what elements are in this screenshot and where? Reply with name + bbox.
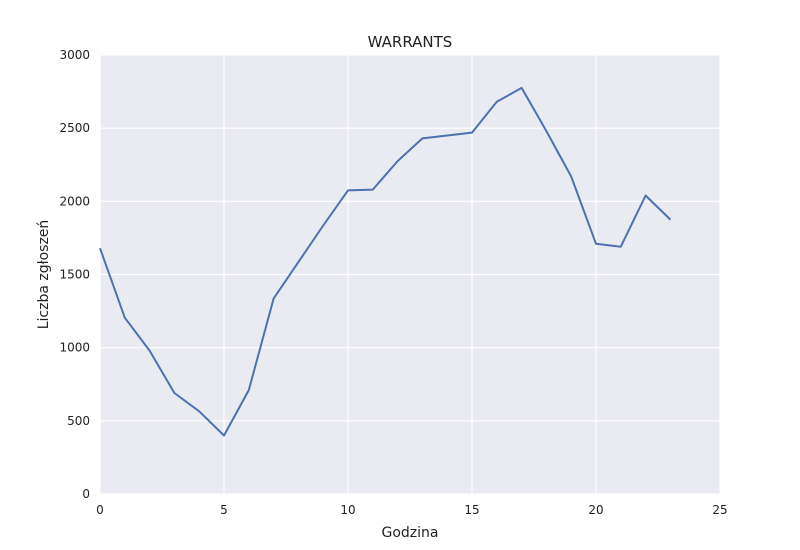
x-axis-label: Godzina — [382, 525, 439, 541]
y-tick-label: 3000 — [59, 48, 90, 62]
y-axis-ticks: 0 500 1000 1500 2000 2500 3000 — [59, 48, 90, 501]
series-line — [99, 86, 672, 437]
x-tick-label: 20 — [588, 503, 603, 517]
x-axis-ticks: 0 5 10 15 20 25 — [96, 503, 727, 517]
y-tick-label: 500 — [67, 414, 90, 428]
y-tick-label: 2000 — [59, 194, 90, 208]
x-tick-label: 5 — [220, 503, 228, 517]
y-axis-label: Liczba zgłoszeń — [36, 220, 52, 330]
x-tick-label: 10 — [340, 503, 355, 517]
x-tick-label: 25 — [712, 503, 727, 517]
chart-title: WARRANTS — [368, 33, 453, 51]
x-tick-label: 15 — [464, 503, 479, 517]
x-tick-label: 0 — [96, 503, 104, 517]
y-tick-label: 1000 — [59, 341, 90, 355]
y-tick-label: 0 — [82, 487, 90, 501]
grid-lines — [99, 54, 721, 495]
y-tick-label: 1500 — [59, 268, 90, 282]
series-layer — [99, 86, 672, 437]
y-tick-label: 2500 — [59, 121, 90, 135]
